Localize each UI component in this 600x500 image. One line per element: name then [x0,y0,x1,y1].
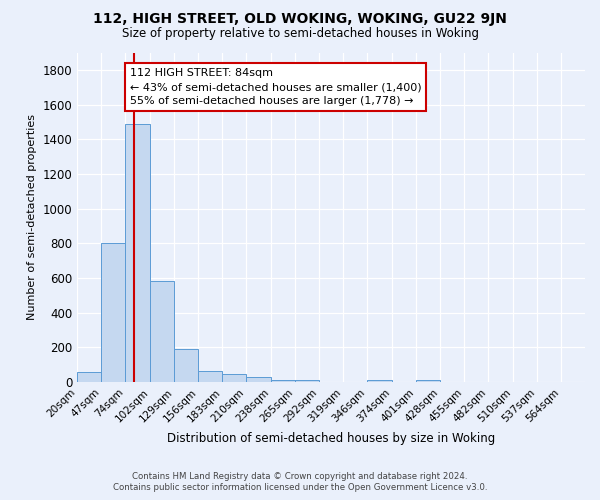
Bar [125,124,150,382]
Bar [174,349,198,382]
X-axis label: Distribution of semi-detached houses by size in Woking: Distribution of semi-detached houses by … [167,432,495,445]
Bar [150,282,174,382]
Text: Contains HM Land Registry data © Crown copyright and database right 2024.
Contai: Contains HM Land Registry data © Crown c… [113,472,487,492]
Y-axis label: Number of semi-detached properties: Number of semi-detached properties [27,114,37,320]
Bar [101,243,125,382]
Bar [77,372,101,382]
Bar [367,380,392,382]
Bar [246,376,271,382]
Bar [416,380,440,382]
Bar [271,380,295,382]
Bar [295,380,319,382]
Bar [198,370,222,382]
Text: Size of property relative to semi-detached houses in Woking: Size of property relative to semi-detach… [121,28,479,40]
Text: 112, HIGH STREET, OLD WOKING, WOKING, GU22 9JN: 112, HIGH STREET, OLD WOKING, WOKING, GU… [93,12,507,26]
Bar [222,374,246,382]
Text: 112 HIGH STREET: 84sqm
← 43% of semi-detached houses are smaller (1,400)
55% of : 112 HIGH STREET: 84sqm ← 43% of semi-det… [130,68,421,106]
